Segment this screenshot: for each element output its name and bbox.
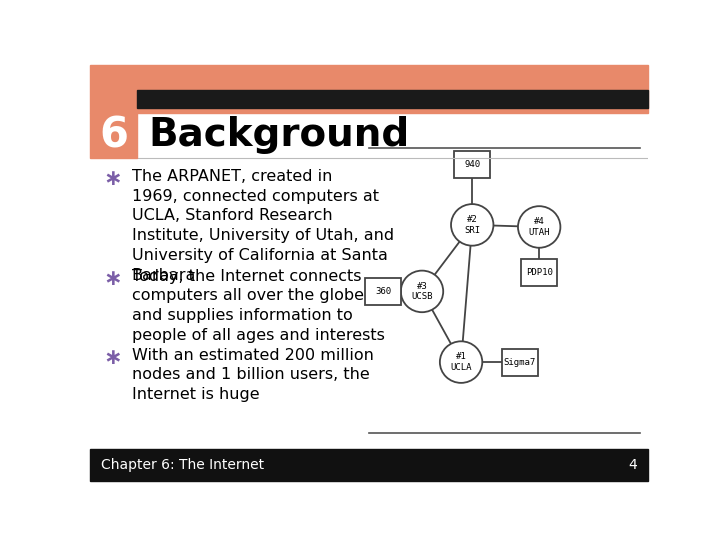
Text: ∗: ∗: [103, 268, 122, 288]
Text: ∗: ∗: [103, 348, 122, 368]
Bar: [90, 449, 648, 481]
Text: 6: 6: [99, 114, 128, 157]
Text: With an estimated 200 million
nodes and 1 billion users, the
Internet is huge: With an estimated 200 million nodes and …: [132, 348, 374, 402]
Ellipse shape: [451, 204, 493, 246]
Ellipse shape: [440, 341, 482, 383]
Text: 940: 940: [464, 160, 480, 169]
Bar: [138, 90, 648, 109]
Bar: [90, 65, 648, 113]
Text: ∗: ∗: [103, 168, 122, 189]
Ellipse shape: [401, 271, 444, 312]
Bar: [365, 278, 401, 305]
Text: PDP10: PDP10: [526, 268, 553, 277]
Text: #2
SRI: #2 SRI: [464, 215, 480, 234]
Bar: [521, 259, 557, 286]
Text: Chapter 6: The Internet: Chapter 6: The Internet: [101, 458, 264, 472]
Bar: [454, 151, 490, 178]
Bar: [90, 113, 138, 158]
Text: #4
UTAH: #4 UTAH: [528, 217, 550, 237]
Text: The ARPANET, created in
1969, connected computers at
UCLA, Stanford Research
Ins: The ARPANET, created in 1969, connected …: [132, 168, 394, 283]
Text: Today, the Internet connects
computers all over the globe
and supplies informati: Today, the Internet connects computers a…: [132, 268, 384, 343]
Text: 4: 4: [628, 458, 637, 472]
Text: #3
UCSB: #3 UCSB: [411, 282, 433, 301]
Text: Background: Background: [148, 116, 410, 154]
Ellipse shape: [518, 206, 560, 248]
Text: Sigma7: Sigma7: [503, 357, 536, 367]
Text: 360: 360: [375, 287, 391, 296]
Text: #1
UCLA: #1 UCLA: [450, 353, 472, 372]
Bar: [502, 349, 538, 376]
